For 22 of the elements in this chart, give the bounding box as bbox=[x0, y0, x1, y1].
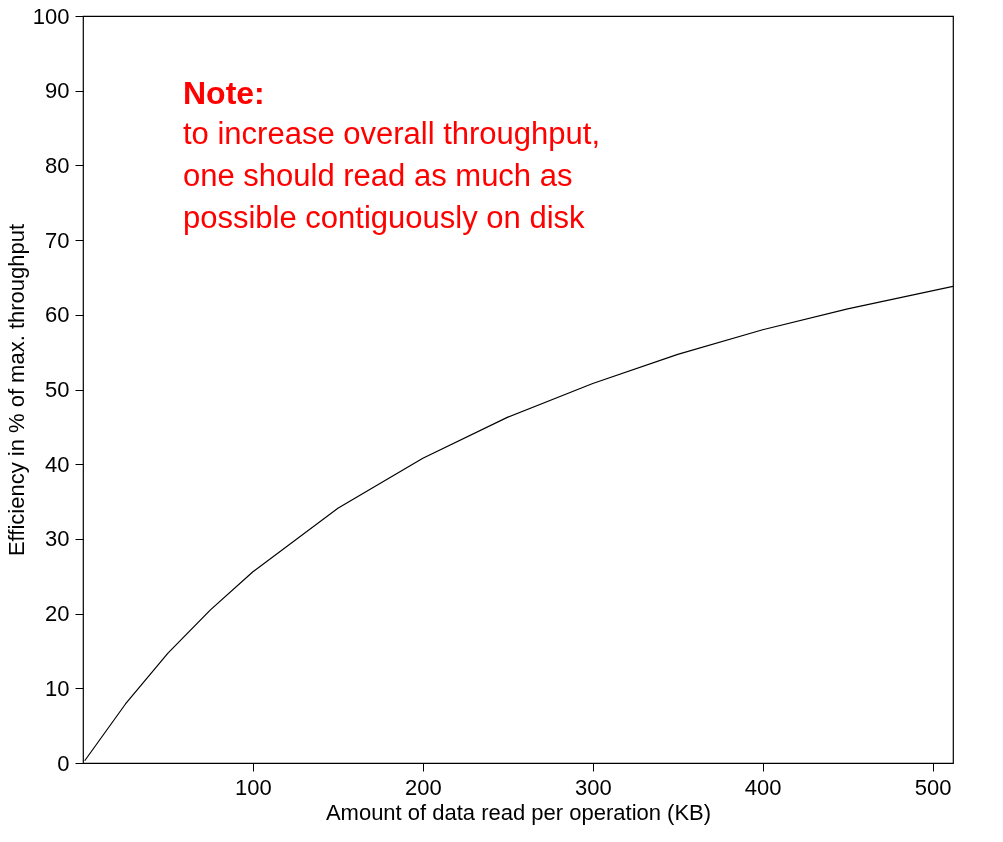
y-axis-title: Efficiency in % of max. throughput bbox=[3, 223, 29, 557]
y-tick-label: 60 bbox=[45, 302, 70, 328]
y-tick-label: 30 bbox=[45, 526, 70, 552]
x-tick-label: 200 bbox=[404, 774, 442, 800]
x-tick-label: 400 bbox=[744, 774, 782, 800]
x-tick-label: 500 bbox=[914, 774, 952, 800]
y-tick-label: 0 bbox=[57, 750, 70, 776]
annotation: one should read as much as bbox=[183, 158, 573, 193]
y-tick-label: 10 bbox=[45, 675, 70, 701]
x-tick-label: 300 bbox=[574, 774, 612, 800]
y-tick-label: 100 bbox=[32, 3, 70, 29]
annotation: Note: bbox=[183, 75, 265, 111]
y-tick-label: 70 bbox=[45, 227, 70, 253]
y-tick-label: 20 bbox=[45, 601, 70, 627]
annotation: to increase overall throughput, bbox=[183, 116, 601, 151]
y-tick-label: 80 bbox=[45, 152, 70, 178]
y-tick-label: 40 bbox=[45, 451, 70, 477]
x-axis-title: Amount of data read per operation (KB) bbox=[325, 799, 712, 825]
x-tick-label: 100 bbox=[235, 774, 272, 800]
annotation: possible contiguously on disk bbox=[183, 200, 586, 235]
y-tick-label: 50 bbox=[45, 377, 70, 402]
y-tick-label: 90 bbox=[45, 78, 70, 104]
